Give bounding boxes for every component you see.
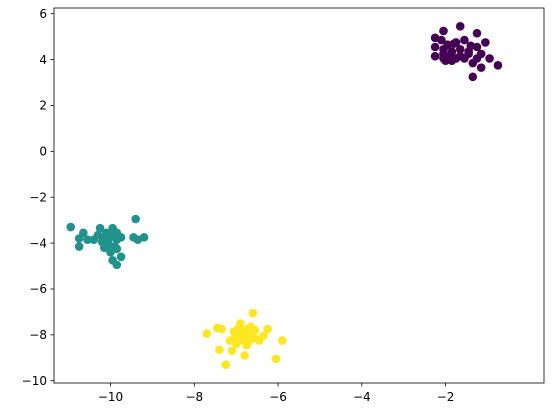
data-point: [227, 346, 237, 356]
y-axis: −10 −8 −6 −4 −2 0 2 4 6: [22, 7, 54, 388]
data-point: [430, 51, 440, 61]
data-point: [455, 44, 465, 54]
data-point: [95, 223, 105, 233]
data-point: [240, 351, 249, 360]
data-point: [217, 324, 226, 334]
data-point: [439, 26, 448, 36]
x-tick-label: −8: [185, 390, 203, 404]
y-tick-label: 4: [39, 53, 47, 67]
data-point: [259, 331, 268, 341]
data-point: [472, 28, 482, 38]
data-point: [250, 325, 260, 335]
data-point: [437, 35, 446, 45]
x-tick-label: −2: [437, 390, 455, 404]
data-point: [476, 49, 486, 59]
data-point: [455, 22, 465, 31]
y-tick-label: 6: [39, 7, 47, 21]
data-point: [66, 222, 76, 232]
data-point: [112, 260, 122, 270]
data-point: [112, 244, 122, 254]
y-tick-label: −4: [29, 236, 47, 250]
y-tick-label: −6: [29, 282, 47, 296]
data-point: [468, 72, 478, 82]
plot-area-frame: [53, 7, 545, 384]
data-point: [79, 228, 88, 238]
data-point: [221, 360, 231, 369]
data-point: [485, 54, 494, 63]
x-tick-label: −10: [98, 390, 123, 404]
points-layer: [66, 22, 503, 369]
data-point: [139, 233, 149, 242]
data-point: [215, 345, 224, 355]
y-tick-label: −10: [22, 374, 47, 388]
data-point: [131, 214, 140, 224]
data-point: [430, 42, 440, 52]
data-point: [476, 63, 486, 72]
data-point: [445, 51, 455, 61]
data-point: [481, 38, 490, 47]
x-tick-label: −4: [353, 390, 371, 404]
data-point: [460, 54, 469, 63]
data-point: [74, 242, 84, 251]
data-point: [263, 324, 272, 334]
y-tick-label: −8: [29, 328, 47, 342]
data-point: [493, 61, 503, 70]
data-point: [236, 319, 245, 328]
data-point: [83, 235, 92, 244]
data-point: [116, 252, 126, 262]
data-point: [202, 329, 212, 338]
data-point: [248, 308, 258, 318]
x-tick-label: −6: [269, 390, 287, 404]
x-axis: −10 −8 −6 −4 −2: [98, 383, 455, 404]
data-point: [466, 41, 476, 51]
data-point: [231, 339, 241, 349]
y-tick-label: 0: [39, 145, 47, 159]
data-point: [271, 354, 281, 364]
data-point: [116, 233, 126, 242]
y-tick-label: −2: [29, 190, 47, 204]
data-point: [106, 247, 115, 257]
data-point: [97, 237, 107, 247]
data-point: [449, 39, 459, 48]
y-tick-label: 2: [39, 99, 47, 113]
data-point: [244, 337, 254, 347]
data-point: [468, 58, 478, 68]
data-point: [460, 35, 469, 45]
data-point: [277, 336, 287, 345]
